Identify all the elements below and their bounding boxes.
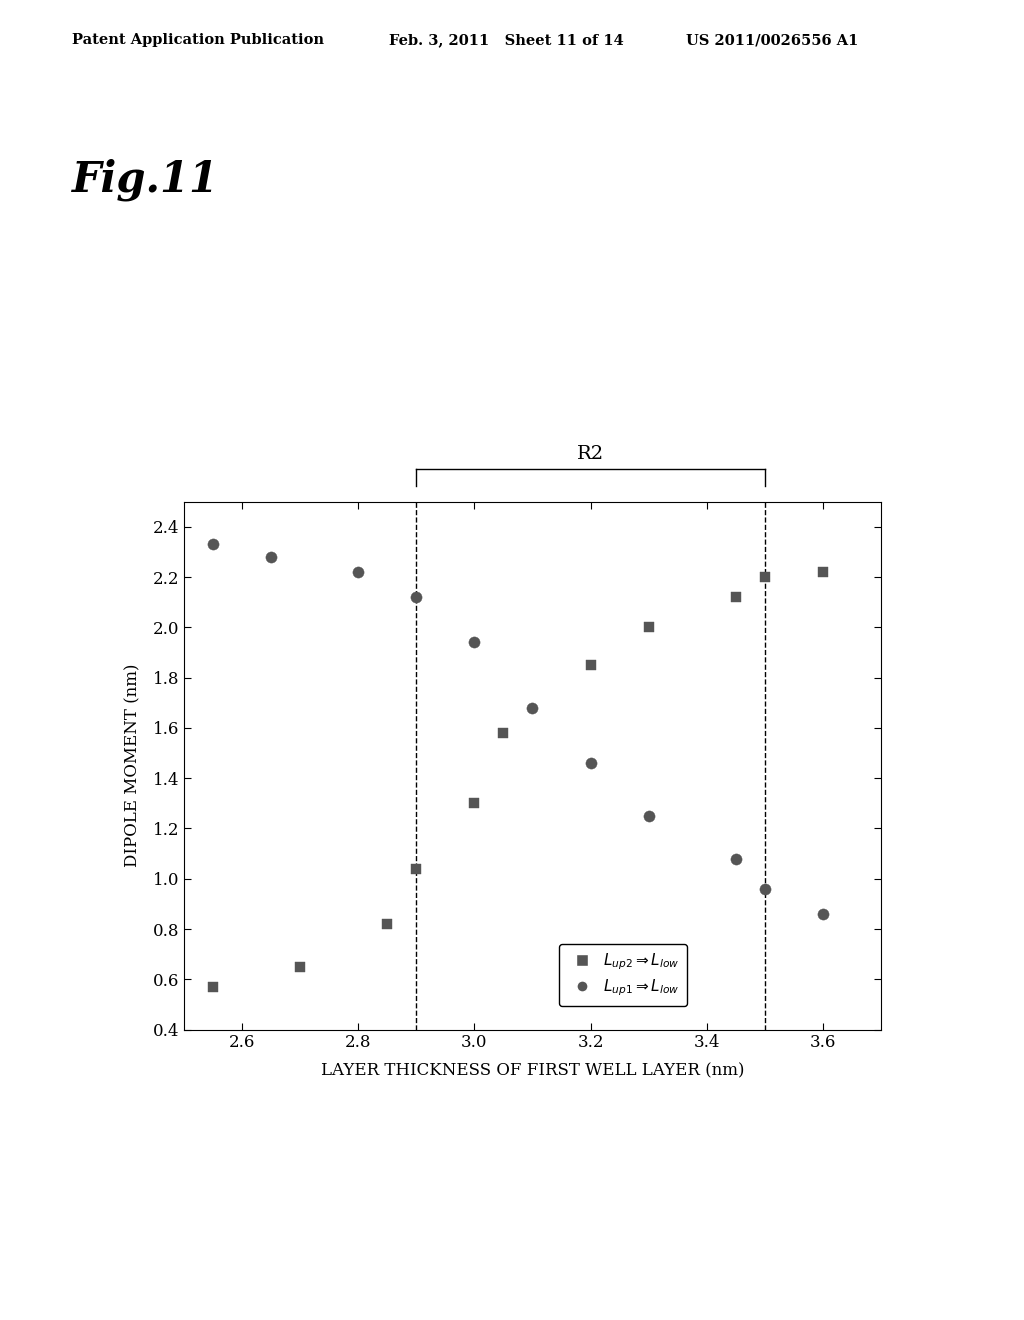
Point (583, 752, 599, 774)
Point (263, 546, 280, 568)
Point (727, 847, 743, 869)
Point (466, 793, 482, 814)
Point (814, 903, 830, 924)
Point (350, 561, 367, 582)
Text: Feb. 3, 2011   Sheet 11 of 14: Feb. 3, 2011 Sheet 11 of 14 (389, 33, 624, 48)
Point (205, 977, 221, 998)
Point (583, 655, 599, 676)
Point (640, 616, 656, 638)
Point (814, 561, 830, 582)
Y-axis label: DIPOLE MOMENT (nm): DIPOLE MOMENT (nm) (125, 664, 142, 867)
Point (640, 805, 656, 826)
Point (379, 913, 395, 935)
Text: R2: R2 (577, 445, 604, 463)
Legend: $L_{up2}$$\Rightarrow$$L_{low}$, $L_{up1}$$\Rightarrow$$L_{low}$: $L_{up2}$$\Rightarrow$$L_{low}$, $L_{up1… (559, 944, 687, 1006)
Point (757, 878, 773, 899)
Point (292, 956, 308, 977)
Point (205, 533, 221, 554)
Point (409, 586, 425, 607)
Point (757, 566, 773, 587)
Point (496, 722, 512, 743)
Point (524, 697, 541, 718)
Text: Patent Application Publication: Patent Application Publication (72, 33, 324, 48)
Point (409, 858, 425, 879)
Point (727, 586, 743, 607)
Text: US 2011/0026556 A1: US 2011/0026556 A1 (686, 33, 858, 48)
X-axis label: LAYER THICKNESS OF FIRST WELL LAYER (nm): LAYER THICKNESS OF FIRST WELL LAYER (nm) (321, 1063, 744, 1080)
Text: Fig.11: Fig.11 (72, 158, 219, 201)
Point (466, 632, 482, 653)
